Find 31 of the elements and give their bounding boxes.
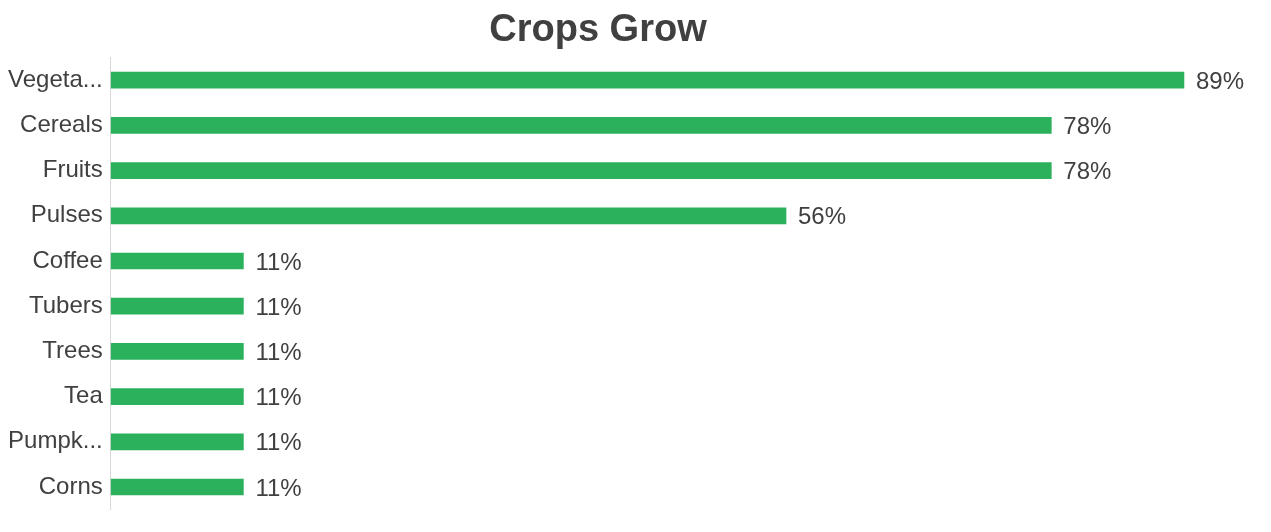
data-label: 89% — [1195, 66, 1244, 94]
bar — [110, 433, 244, 451]
chart-title: Crops Grow — [489, 7, 708, 50]
bar — [110, 162, 1052, 179]
data-label: 11% — [255, 428, 302, 456]
bar — [110, 71, 1185, 89]
y-tick-label: Tubers — [28, 290, 103, 318]
data-label: 78% — [1063, 112, 1112, 140]
bar — [110, 343, 244, 360]
bar — [110, 388, 244, 405]
data-label: 11% — [255, 473, 302, 501]
data-label: 11% — [255, 383, 302, 411]
y-tick-label: Pumpk... — [8, 426, 103, 454]
y-tick-label: Fruits — [42, 155, 103, 183]
data-label: 56% — [798, 202, 847, 230]
y-tick-label: Vegeta... — [8, 64, 103, 92]
data-label: 11% — [255, 338, 302, 366]
bar — [110, 207, 787, 225]
data-label: 78% — [1063, 157, 1112, 185]
bar — [110, 252, 244, 270]
y-tick-label: Cereals — [20, 110, 103, 138]
bar — [110, 117, 1052, 134]
data-label: 11% — [255, 292, 302, 320]
y-tick-label: Tea — [64, 381, 104, 409]
bar — [110, 297, 244, 315]
y-tick-label: Coffee — [32, 245, 103, 273]
y-tick-label: Pulses — [30, 200, 103, 228]
y-tick-label: Corns — [38, 471, 103, 499]
bar — [110, 478, 244, 496]
data-label: 11% — [255, 247, 302, 275]
y-tick-label: Trees — [42, 336, 103, 364]
